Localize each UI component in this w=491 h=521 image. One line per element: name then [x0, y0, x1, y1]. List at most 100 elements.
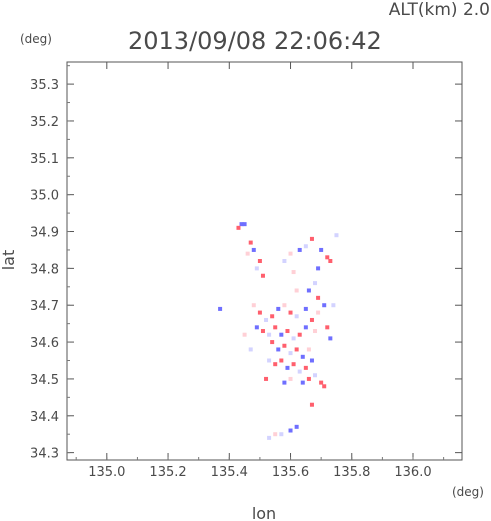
- data-point: [267, 435, 272, 440]
- data-point: [291, 336, 296, 341]
- data-point: [285, 329, 290, 334]
- x-tick-label: 135.4: [211, 465, 248, 480]
- axis-ticks: 135.0 135.2 135.4 135.6 135.8 136.0 34.3 34.4 34…: [30, 62, 462, 480]
- data-point: [294, 314, 299, 319]
- data-point: [236, 225, 241, 230]
- data-point: [313, 281, 318, 286]
- data-point: [270, 314, 275, 319]
- x-tick-label: 135.6: [272, 465, 309, 480]
- data-point: [282, 259, 287, 263]
- data-point: [309, 358, 314, 363]
- y-tick-label: 35.1: [30, 152, 59, 167]
- data-point: [291, 270, 296, 275]
- data-point: [309, 402, 314, 407]
- data-point: [325, 325, 330, 330]
- data-point: [276, 347, 281, 352]
- y-tick-label: 34.5: [30, 373, 59, 388]
- x-tick-label: 135.0: [88, 465, 125, 480]
- data-point: [328, 336, 333, 341]
- data-point: [257, 310, 262, 315]
- data-point: [248, 347, 253, 352]
- data-point: [288, 251, 293, 256]
- data-point: [319, 380, 324, 385]
- data-point: [279, 358, 284, 363]
- data-point: [251, 303, 256, 308]
- data-point: [270, 340, 275, 345]
- altitude-label: ALT(km) 2.0: [389, 0, 490, 20]
- y-tick-label: 34.8: [30, 262, 59, 277]
- y-tick-label: 34.9: [30, 226, 59, 241]
- data-point: [297, 247, 302, 252]
- data-point: [254, 325, 259, 330]
- data-point: [294, 347, 299, 352]
- plot-frame: [66, 61, 463, 461]
- data-point: [300, 354, 305, 359]
- data-point: [279, 432, 284, 437]
- data-point: [313, 373, 318, 378]
- y-tick-label: 35.0: [30, 189, 59, 204]
- x-unit-label: (deg): [452, 485, 484, 499]
- data-points: [218, 222, 339, 440]
- data-point: [309, 236, 314, 241]
- y-tick-label: 35.3: [30, 78, 59, 93]
- data-point: [306, 347, 311, 352]
- data-point: [273, 432, 278, 437]
- x-tick-label: 135.2: [149, 465, 186, 480]
- data-point: [325, 255, 330, 260]
- data-point: [248, 240, 253, 245]
- data-point: [294, 424, 299, 429]
- data-point: [316, 295, 321, 300]
- x-tick-label: 136.0: [394, 465, 431, 480]
- data-point: [303, 244, 308, 249]
- data-point: [285, 365, 290, 370]
- data-point: [319, 247, 324, 252]
- data-point: [300, 380, 305, 385]
- y-tick-label: 34.6: [30, 336, 59, 351]
- data-point: [239, 222, 244, 227]
- data-point: [294, 288, 299, 293]
- data-point: [303, 365, 308, 370]
- data-point: [297, 332, 302, 337]
- data-point: [288, 428, 293, 433]
- data-point: [306, 376, 311, 381]
- data-point: [267, 332, 272, 337]
- data-point: [297, 369, 302, 374]
- data-point: [267, 358, 272, 363]
- data-point: [334, 233, 339, 238]
- data-point: [260, 329, 265, 334]
- data-point: [264, 317, 269, 322]
- data-point: [313, 329, 318, 334]
- x-tick-label: 135.8: [333, 465, 370, 480]
- data-point: [291, 362, 296, 367]
- data-point: [288, 351, 293, 356]
- y-unit-label: (deg): [20, 32, 52, 46]
- data-point: [322, 384, 327, 389]
- data-point: [242, 332, 247, 337]
- data-point: [282, 343, 287, 348]
- data-point: [282, 303, 287, 308]
- data-point: [260, 273, 265, 278]
- data-point: [303, 306, 308, 311]
- data-point: [316, 310, 321, 315]
- data-point: [303, 325, 308, 330]
- y-tick-label: 34.7: [30, 299, 59, 314]
- data-point: [254, 266, 259, 271]
- data-point: [288, 310, 293, 315]
- data-point: [282, 380, 287, 385]
- data-point: [251, 247, 256, 252]
- x-axis-label: lon: [252, 504, 276, 521]
- data-point: [288, 376, 293, 381]
- y-tick-label: 34.4: [30, 410, 59, 425]
- data-point: [306, 288, 311, 293]
- data-point: [218, 306, 223, 311]
- data-point: [322, 303, 327, 308]
- data-point: [309, 317, 314, 322]
- data-point: [279, 332, 284, 337]
- y-tick-label: 34.3: [30, 447, 59, 462]
- data-point: [242, 222, 247, 227]
- data-point: [331, 303, 336, 308]
- data-point: [316, 266, 321, 271]
- chart-timestamp: 2013/09/08 22:06:42: [128, 27, 382, 55]
- y-axis-label: lat: [0, 250, 18, 271]
